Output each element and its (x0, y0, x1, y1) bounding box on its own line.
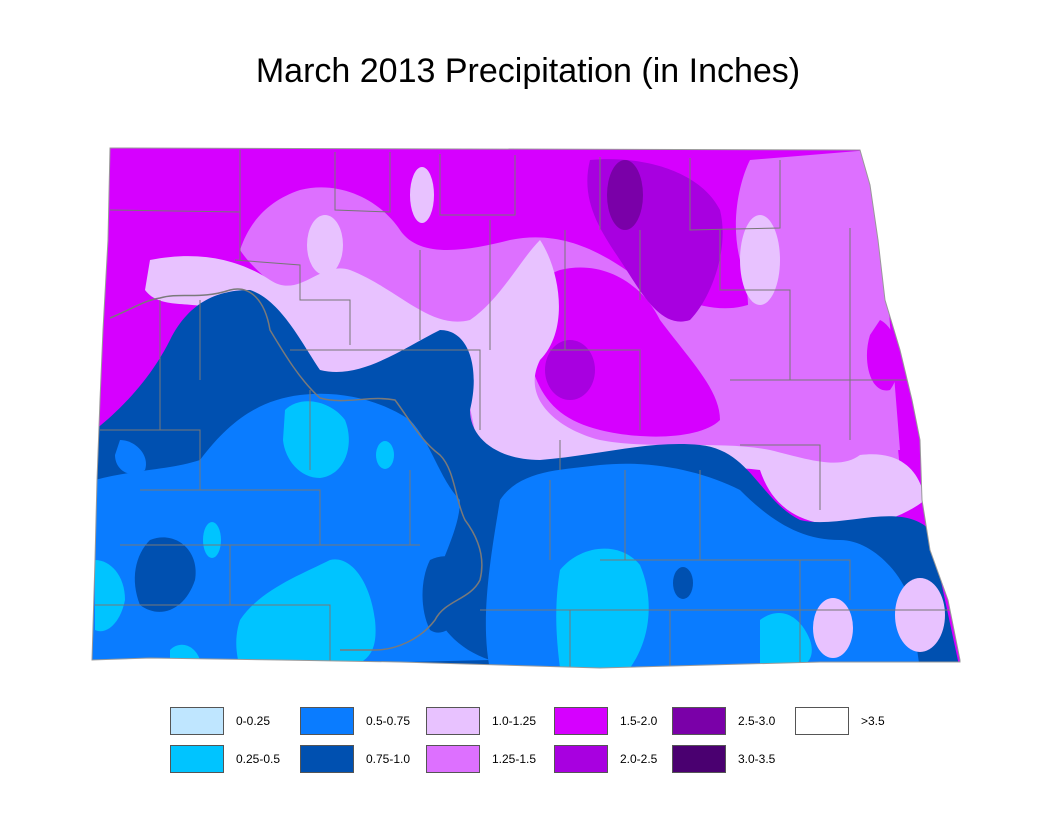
zone-1-5-2-0-redriver (866, 320, 899, 391)
zone-0-75-1-0-island-c (673, 567, 693, 599)
zone-1-0-1-25-spot-b (410, 167, 434, 223)
zone-0-25-0-5-g (760, 612, 812, 668)
zone-0-5-0-75-nw-spot (115, 440, 146, 475)
missouri-river (109, 288, 483, 651)
zone-0-25-0-5-d (236, 559, 376, 668)
zone-0-25-0-5-f (556, 548, 649, 668)
zone-1-0-1-25-spot-c (740, 215, 780, 305)
zone-1-0-1-25-band (145, 240, 925, 527)
zone-0-75-1-0-island-b (422, 556, 470, 633)
zone-0-25-0-5-b (376, 441, 394, 469)
zone-2-0-2-5-central (545, 340, 595, 400)
zone-2-5-3-0 (607, 160, 643, 230)
zone-1-0-1-25-spot-a (307, 215, 343, 275)
county-boundaries (95, 150, 950, 668)
zone-1-0-1-25-se-a (813, 598, 853, 658)
map-title: March 2013 Precipitation (in Inches) (255, 52, 801, 90)
zone-0-25-0-5-c (203, 522, 221, 558)
state-outline (91, 147, 961, 669)
zone-0-25-0-5-e (95, 560, 125, 632)
zone-0-25-0-5-a (283, 401, 349, 478)
zone-1-0-1-25-se-b (895, 578, 945, 652)
zone-0-75-1-0-island-a (134, 537, 196, 612)
precip-zones (92, 148, 960, 668)
